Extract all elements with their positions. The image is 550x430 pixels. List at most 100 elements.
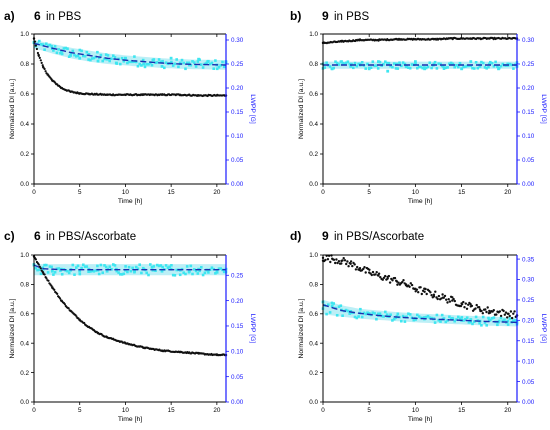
di-point bbox=[179, 93, 182, 97]
lwpp-point bbox=[492, 316, 496, 319]
di-point bbox=[160, 349, 164, 352]
lwpp-point bbox=[104, 53, 108, 56]
lwpp-point bbox=[119, 62, 122, 66]
di-point bbox=[44, 70, 47, 73]
lwpp-point bbox=[467, 64, 471, 68]
lwpp-point bbox=[496, 65, 499, 68]
lwpp-point bbox=[382, 63, 385, 66]
di-point bbox=[495, 313, 498, 316]
di-point bbox=[36, 51, 40, 55]
lwpp-point bbox=[201, 66, 205, 69]
lwpp-point bbox=[103, 264, 106, 267]
y-right-tick-label: 0.00 bbox=[522, 181, 535, 188]
lwpp-point bbox=[171, 273, 175, 277]
y-right-tick-label: 0.00 bbox=[231, 181, 244, 188]
di-point bbox=[432, 38, 436, 41]
lwpp-point bbox=[341, 314, 344, 317]
di-point bbox=[510, 316, 514, 320]
lwpp-point bbox=[217, 267, 221, 270]
lwpp-point bbox=[184, 67, 187, 71]
lwpp-point bbox=[350, 311, 353, 315]
lwpp-point bbox=[73, 53, 76, 57]
lwpp-point bbox=[103, 57, 106, 61]
y-right-tick-label: 0.05 bbox=[522, 379, 535, 386]
lwpp-point bbox=[134, 265, 138, 269]
panel-letter: a) bbox=[4, 9, 15, 23]
di-point bbox=[56, 292, 59, 295]
lwpp-point bbox=[110, 268, 113, 271]
di-point bbox=[463, 306, 466, 309]
lwpp-point bbox=[156, 263, 159, 267]
lwpp-point bbox=[85, 50, 89, 54]
lwpp-point bbox=[66, 269, 69, 273]
di-point bbox=[46, 73, 49, 76]
panel-letter: d) bbox=[290, 229, 301, 243]
di-point bbox=[87, 92, 91, 96]
di-point bbox=[124, 342, 127, 345]
y-right-tick-label: 0.10 bbox=[522, 358, 535, 365]
di-point bbox=[340, 259, 343, 263]
y-right-tick-label: 0.05 bbox=[231, 157, 244, 164]
y-right-tick-label: 0.20 bbox=[231, 85, 244, 92]
di-point bbox=[465, 307, 469, 310]
lwpp-point bbox=[335, 314, 339, 317]
lwpp-point bbox=[160, 65, 164, 68]
lwpp-point bbox=[394, 316, 398, 320]
di-point bbox=[387, 274, 391, 278]
lwpp-point bbox=[45, 42, 48, 45]
di-point bbox=[40, 61, 43, 64]
di-point bbox=[506, 316, 509, 319]
lwpp-point bbox=[92, 270, 96, 273]
di-point bbox=[47, 279, 50, 282]
di-point bbox=[419, 286, 422, 289]
di-point bbox=[142, 346, 145, 349]
lwpp-point bbox=[110, 57, 113, 60]
lwpp-point bbox=[469, 318, 473, 321]
x-axis-title: Time [h] bbox=[408, 198, 432, 205]
y-left-tick-label: 0.2 bbox=[20, 370, 29, 377]
y-left-tick-label: 0.2 bbox=[309, 370, 318, 377]
y-right-tick-label: 0.10 bbox=[522, 133, 535, 140]
lwpp-point bbox=[177, 65, 180, 69]
y-left-tick-label: 0.2 bbox=[309, 151, 318, 158]
di-point bbox=[451, 296, 454, 299]
lwpp-point bbox=[501, 62, 505, 66]
lwpp-point bbox=[76, 264, 80, 268]
lwpp-point bbox=[64, 46, 67, 50]
lwpp-point bbox=[453, 65, 456, 69]
di-point bbox=[474, 307, 477, 310]
lwpp-point bbox=[487, 62, 491, 66]
di-point bbox=[349, 260, 353, 263]
di-point bbox=[370, 273, 373, 277]
lwpp-point bbox=[210, 61, 214, 65]
lwpp-point bbox=[161, 59, 164, 63]
lwpp-point bbox=[490, 61, 494, 65]
lwpp-point bbox=[490, 317, 494, 320]
y-left-tick-label: 0.8 bbox=[20, 61, 29, 68]
lwpp-point bbox=[141, 58, 145, 62]
lwpp-point bbox=[476, 66, 480, 70]
lwpp-point bbox=[66, 47, 69, 50]
panel-a: a) 6 in PBS 0 5 10 15 20 0.0 0.2 0.4 0.6 0.8 1.0 0.00 0… bbox=[4, 9, 256, 205]
lwpp-point bbox=[384, 310, 387, 314]
panel-compound: 6 bbox=[34, 229, 41, 243]
lwpp-point bbox=[152, 265, 156, 268]
lwpp-point bbox=[323, 66, 327, 69]
lwpp-point bbox=[513, 319, 517, 322]
lwpp-point bbox=[327, 303, 330, 306]
lwpp-point bbox=[120, 273, 124, 276]
lwpp-point bbox=[378, 60, 382, 64]
lwpp-point bbox=[376, 312, 380, 316]
lwpp-point bbox=[82, 263, 85, 267]
lwpp-point bbox=[175, 58, 178, 61]
lwpp-point bbox=[193, 268, 196, 271]
lwpp-point bbox=[149, 263, 152, 266]
di-point bbox=[368, 271, 371, 274]
di-point bbox=[358, 267, 362, 270]
lwpp-point bbox=[450, 316, 454, 320]
di-point bbox=[506, 312, 509, 315]
di-point bbox=[179, 350, 182, 354]
di-point bbox=[441, 293, 444, 296]
lwpp-point bbox=[481, 61, 485, 65]
lwpp-point bbox=[469, 320, 472, 324]
